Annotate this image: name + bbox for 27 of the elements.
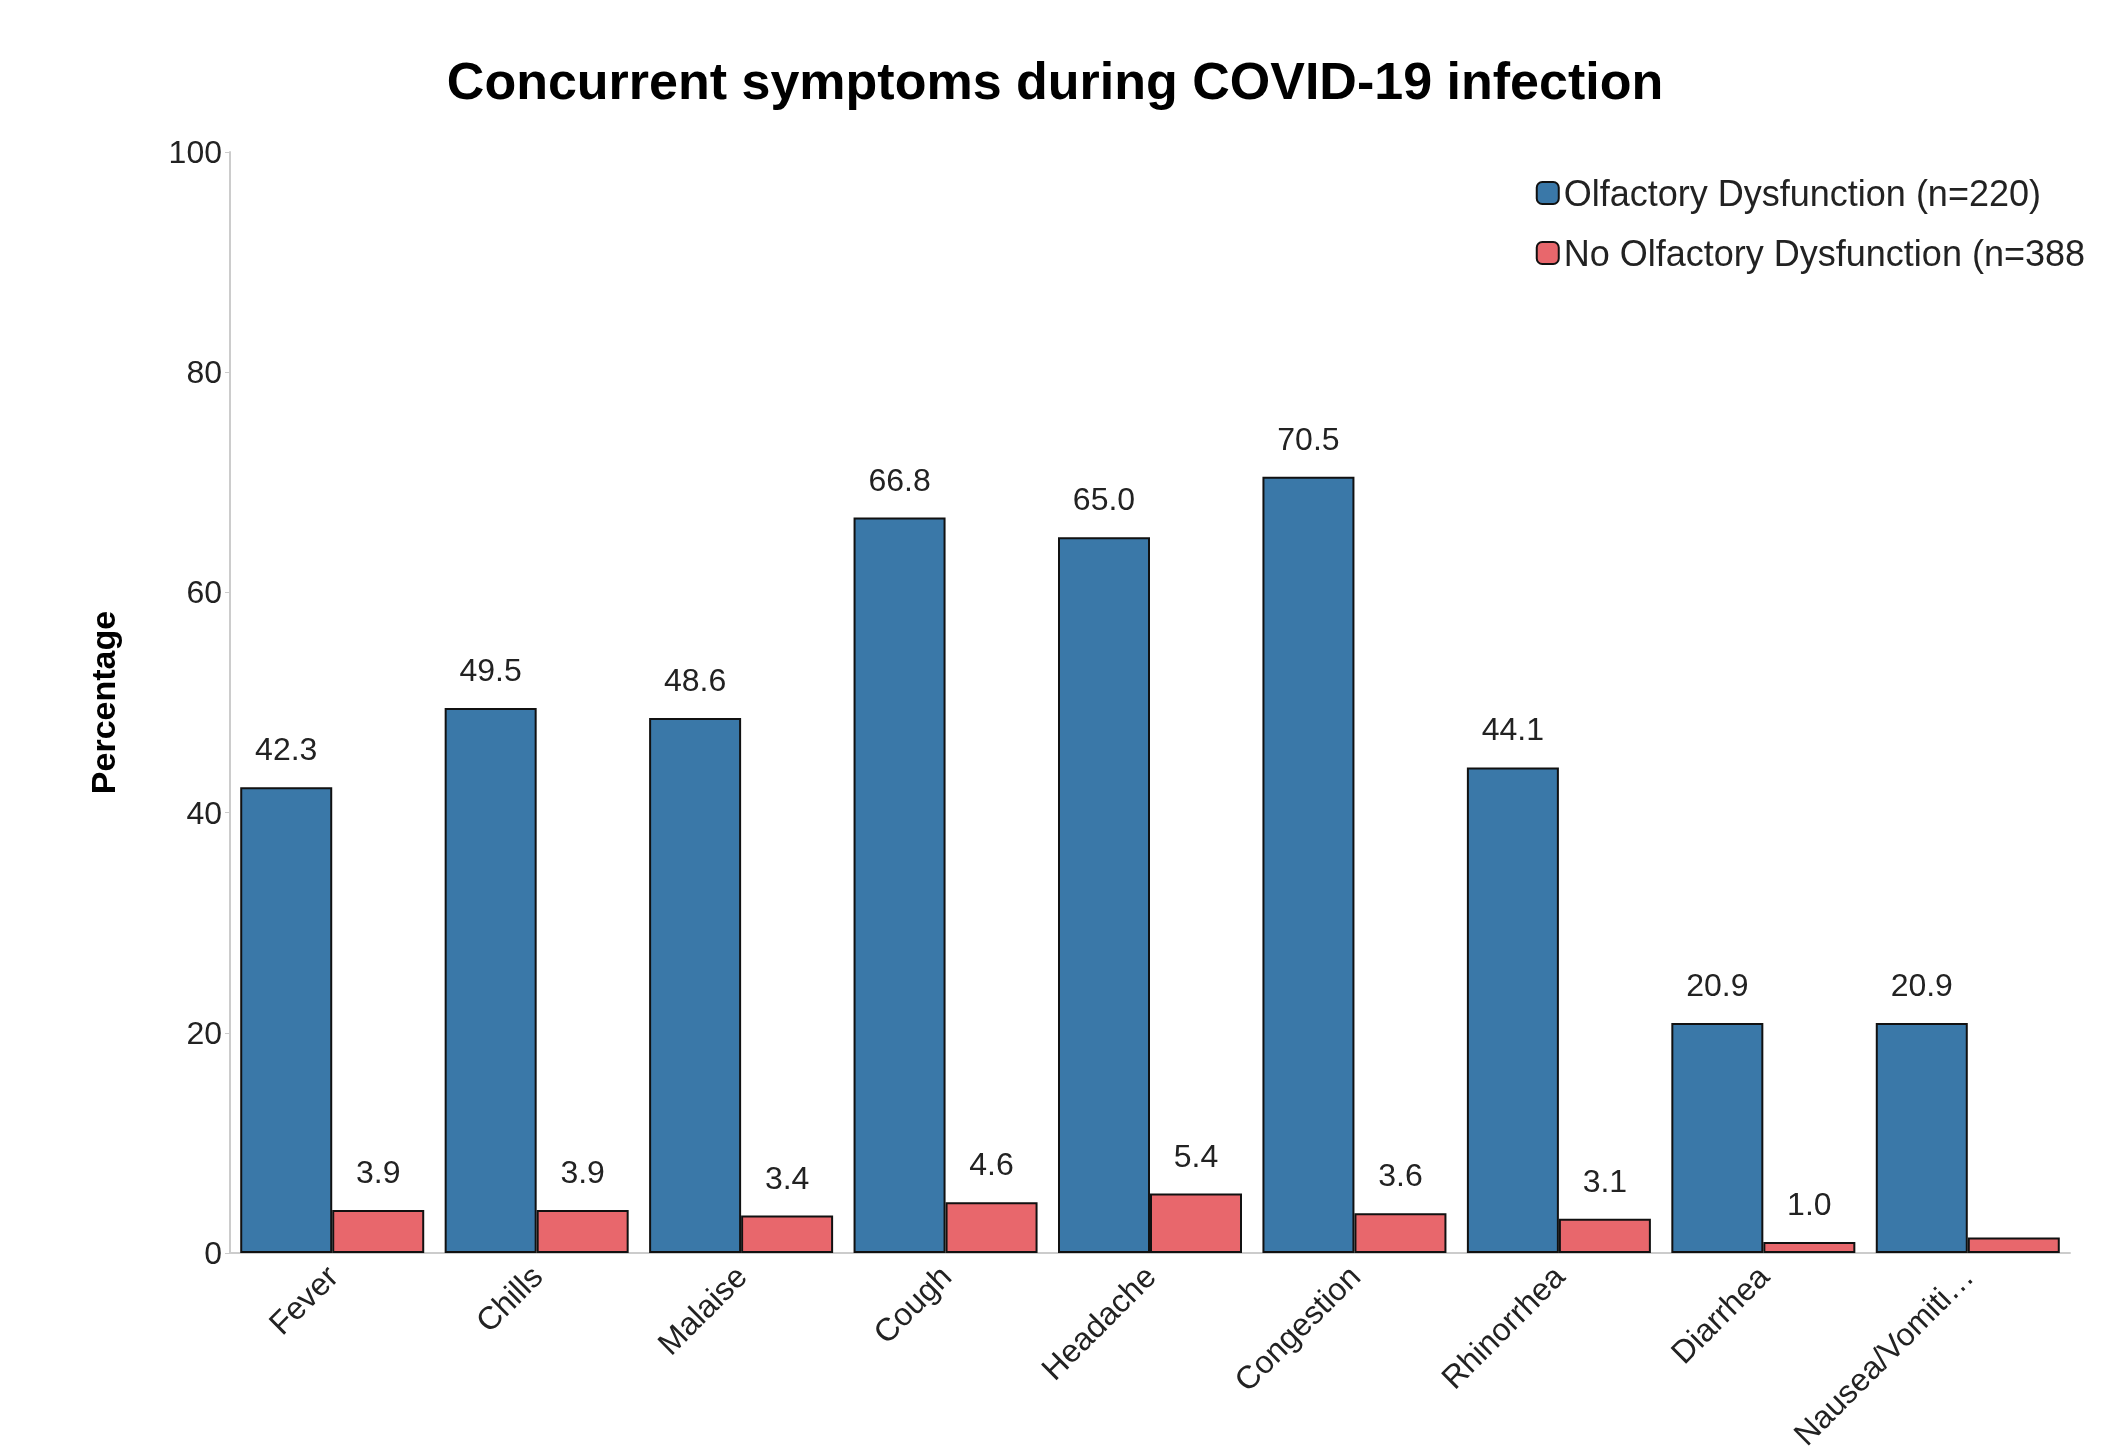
data-label: 20.9 bbox=[1686, 966, 1749, 1003]
data-label: 3.9 bbox=[560, 1154, 605, 1191]
y-tick-label: 80 bbox=[186, 354, 222, 391]
data-label: 3.6 bbox=[1378, 1157, 1423, 1194]
data-label: 65.0 bbox=[1072, 481, 1136, 518]
data-label: 4.6 bbox=[969, 1146, 1014, 1183]
data-label: 66.8 bbox=[868, 461, 931, 498]
y-tick-label: 100 bbox=[168, 134, 222, 170]
y-tick-label: 20 bbox=[186, 1014, 222, 1051]
data-label: 44.1 bbox=[1481, 711, 1545, 748]
data-label: 3.4 bbox=[764, 1159, 810, 1196]
data-label: 3.9 bbox=[355, 1154, 401, 1191]
data-label: 42.3 bbox=[255, 731, 318, 768]
legend-label: No Olfactory Dysfunction (n=388 bbox=[1563, 232, 2086, 274]
data-label: 3.1 bbox=[1582, 1162, 1628, 1199]
data-label: 20.9 bbox=[1890, 966, 1953, 1003]
y-tick-label: 60 bbox=[186, 574, 222, 611]
y-axis-title: Percentage bbox=[84, 610, 122, 795]
data-label: 5.4 bbox=[1173, 1137, 1219, 1174]
data-label: 1.0 bbox=[1787, 1185, 1832, 1222]
y-tick-label: 40 bbox=[186, 794, 222, 831]
chart-title: Concurrent symptoms during COVID-19 infection bbox=[446, 52, 1664, 110]
data-label: 49.5 bbox=[459, 652, 522, 689]
data-label: 48.6 bbox=[663, 661, 727, 698]
data-label: 70.5 bbox=[1277, 420, 1340, 457]
legend-label: Olfactory Dysfunction (n=220) bbox=[1563, 172, 2041, 214]
y-tick-label: 0 bbox=[204, 1235, 222, 1271]
